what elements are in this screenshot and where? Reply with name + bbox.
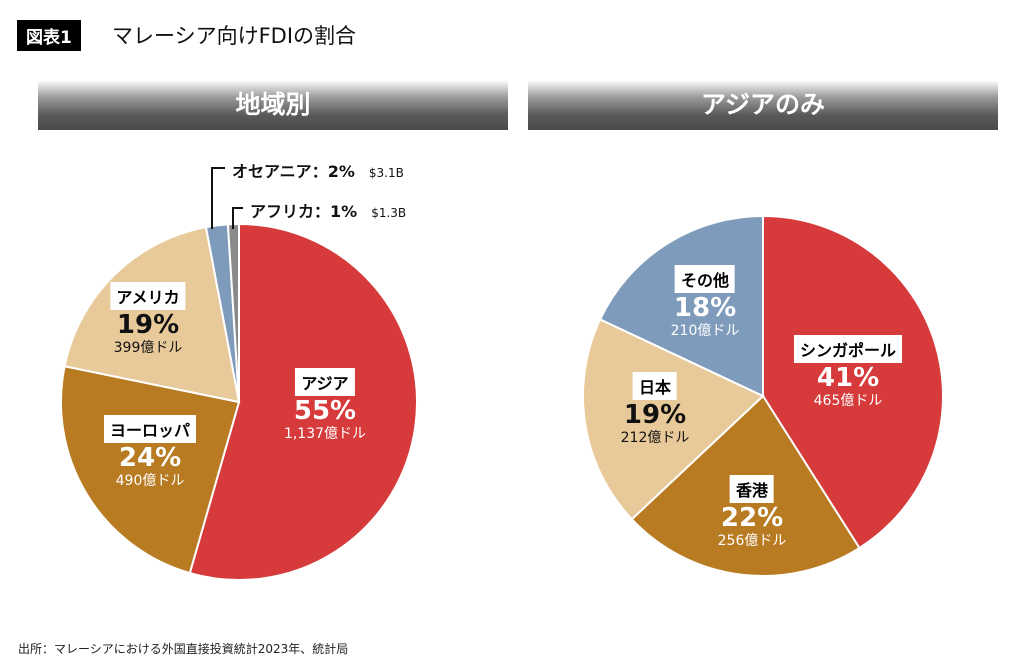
label-japan: 日本 19% 212億ドル xyxy=(621,372,689,446)
label-asia: アジア 55% 1,137億ドル xyxy=(284,368,366,442)
figure-title: マレーシア向けFDIの割合 xyxy=(112,24,357,48)
pie-slice-3 xyxy=(598,214,764,398)
africa-leader-line xyxy=(232,207,243,229)
left-panel-title: 地域別 xyxy=(38,80,508,130)
pie-slice-2 xyxy=(582,318,765,521)
pie-asia xyxy=(582,214,944,577)
callout-oceania: オセアニア：2% $3.1B xyxy=(232,162,404,181)
label-europe: ヨーロッパ 24% 490億ドル xyxy=(103,415,197,489)
figure-tag: 図表1 xyxy=(17,20,81,51)
pie-slice-0 xyxy=(188,222,418,581)
pie-slice-2 xyxy=(63,225,241,404)
callout-africa: アフリカ：1% $1.3B xyxy=(250,202,407,221)
pie-slice-0 xyxy=(762,214,944,550)
source-note: 出所：マレーシアにおける外国直接投資統計2023年、統計局 xyxy=(18,642,349,656)
right-panel-title: アジアのみ xyxy=(528,80,998,130)
label-others: その他 18% 210億ドル xyxy=(671,265,739,339)
oceania-leader-line xyxy=(211,167,225,229)
label-america: アメリカ 19% 399億ドル xyxy=(110,282,186,356)
label-singapore: シンガポール 41% 465億ドル xyxy=(793,335,903,409)
label-hongkong: 香港 22% 256億ドル xyxy=(718,475,786,549)
